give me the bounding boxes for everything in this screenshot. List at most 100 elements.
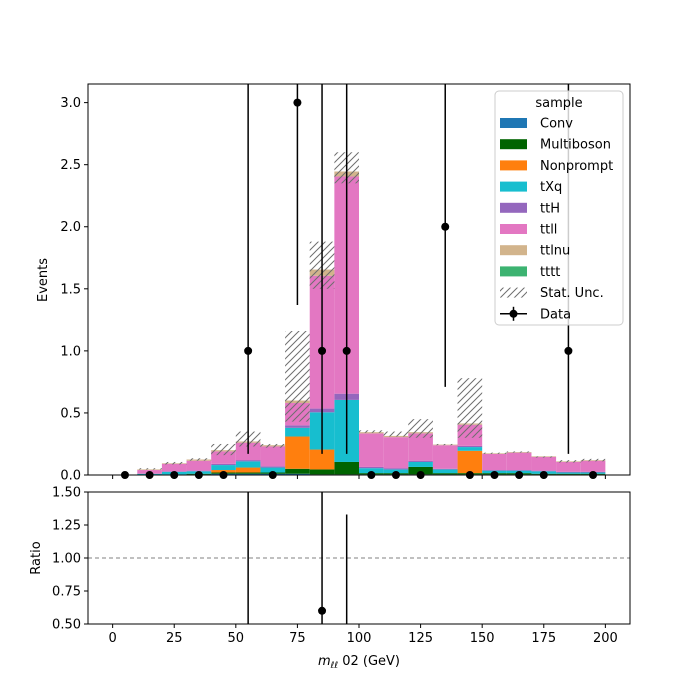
bar-tth xyxy=(186,470,212,472)
stat-unc-band xyxy=(457,378,483,438)
bar-multiboson xyxy=(285,468,310,474)
legend-swatch-hatch xyxy=(500,287,527,298)
ratio-y-tick-label: 1.25 xyxy=(52,519,81,534)
legend: sample Conv Multiboson Nonprompt tXq ttH ttll… xyxy=(494,90,624,326)
bar-txq xyxy=(260,467,286,473)
bar-multiboson xyxy=(408,466,433,475)
stat-unc-band xyxy=(260,443,286,448)
legend-swatch xyxy=(500,224,527,234)
bar-ttll xyxy=(556,461,581,472)
bar-tth xyxy=(457,445,483,448)
ratio-x-ticks: 0 25 50 75 100 125 150 175 200 xyxy=(108,624,618,646)
legend-label: Conv xyxy=(540,117,573,132)
legend-label: Nonprompt xyxy=(540,159,613,174)
legend-title: sample xyxy=(535,96,582,111)
x-tick-label: 150 xyxy=(470,631,495,646)
bar-multiboson xyxy=(334,461,359,475)
bar-txq xyxy=(457,447,483,451)
ratio-panel: 0.50 0.75 1.00 1.25 1.50 0 25 50 75 100 125 150 175… xyxy=(29,486,631,671)
bar-ttll xyxy=(383,437,409,469)
bar-tth xyxy=(211,463,236,466)
bar-ttll xyxy=(359,433,384,467)
bar-txq xyxy=(285,427,310,437)
bar-ttll xyxy=(531,457,557,471)
bar-nonprompt xyxy=(235,467,261,473)
bar-multiboson xyxy=(235,472,261,474)
y-tick-label: 3.0 xyxy=(60,96,81,111)
data-point xyxy=(564,346,573,355)
bar-txq xyxy=(408,461,433,467)
bar-ttll xyxy=(580,460,606,472)
x-tick-label: 50 xyxy=(228,631,245,646)
bar-ttll xyxy=(506,452,532,471)
bar-conv xyxy=(235,473,261,475)
legend-label: Data xyxy=(540,307,571,322)
legend-label: ttlnu xyxy=(540,244,570,259)
y-tick-label: 1.5 xyxy=(60,282,81,297)
x-axis-label: mℓℓ 02 (GeV) xyxy=(318,654,400,671)
stat-unc-band xyxy=(506,451,532,453)
ratio-y-tick-label: 1.00 xyxy=(52,552,81,567)
legend-label: ttH xyxy=(540,201,560,216)
stat-unc-band xyxy=(383,431,409,437)
legend-swatch xyxy=(500,160,527,171)
main-x-ticks xyxy=(112,475,606,479)
bar-ttll xyxy=(161,463,187,472)
bar-txq xyxy=(432,469,458,474)
stat-unc-band xyxy=(161,461,187,465)
y-tick-label: 1.0 xyxy=(60,344,81,359)
bar-tth xyxy=(383,468,409,470)
stat-unc-band xyxy=(359,430,384,433)
legend-swatch xyxy=(500,202,527,213)
y-tick-label: 0.0 xyxy=(60,469,81,484)
ratio-y-ticks: 0.50 0.75 1.00 1.25 1.50 xyxy=(52,486,88,633)
bar-tth xyxy=(359,466,384,469)
bar-nonprompt xyxy=(285,436,310,469)
stat-unc-band xyxy=(211,443,236,456)
stat-unc-band xyxy=(556,460,581,463)
legend-items: Conv Multiboson Nonprompt tXq ttH ttll ttlnu tt… xyxy=(500,117,613,322)
legend-swatch xyxy=(500,181,527,192)
bar-multiboson xyxy=(432,473,458,475)
y-tick-label: 2.0 xyxy=(60,220,81,235)
x-tick-label: 0 xyxy=(108,631,116,646)
bar-ttll xyxy=(260,446,286,467)
ratio-y-axis-label: Ratio xyxy=(29,541,44,574)
ratio-plot-frame xyxy=(87,491,631,625)
legend-swatch xyxy=(500,139,527,150)
data-point xyxy=(441,222,450,231)
stat-unc-band xyxy=(137,468,162,470)
stat-unc-band xyxy=(408,419,433,438)
stat-unc-band xyxy=(482,452,507,454)
bar-tth xyxy=(506,470,532,471)
bar-tth xyxy=(432,468,458,470)
x-tick-label: 100 xyxy=(347,631,372,646)
main-y-axis-label: Events xyxy=(36,258,51,302)
x-tick-label: 200 xyxy=(593,631,618,646)
bar-txq xyxy=(556,472,581,474)
bar-tth xyxy=(260,466,286,468)
legend-label: tttt xyxy=(540,265,560,280)
stat-unc-band xyxy=(580,458,606,462)
bar-tth xyxy=(285,425,310,428)
bar-multiboson xyxy=(309,469,335,475)
bar-nonprompt xyxy=(309,449,335,470)
bar-ttll xyxy=(408,433,433,461)
bar-conv xyxy=(285,473,310,475)
main-histogram-panel: 0.0 0.5 1.0 1.5 2.0 2.5 3.0 Events xyxy=(36,83,631,484)
bar-tth xyxy=(556,471,581,473)
bar-ttll xyxy=(432,445,458,469)
stat-unc-band xyxy=(531,456,557,458)
bar-txq xyxy=(235,461,261,468)
bar-tth xyxy=(482,470,507,471)
data-point xyxy=(342,346,351,355)
bar-ttll xyxy=(186,460,212,471)
x-tick-label: 175 xyxy=(531,631,556,646)
y-tick-label: 0.5 xyxy=(60,406,81,421)
bar-tth xyxy=(531,470,557,472)
bar-txq xyxy=(359,468,384,474)
legend-label: Stat. Unc. xyxy=(540,286,604,301)
data-point xyxy=(318,346,327,355)
legend-label: Multiboson xyxy=(540,138,611,153)
